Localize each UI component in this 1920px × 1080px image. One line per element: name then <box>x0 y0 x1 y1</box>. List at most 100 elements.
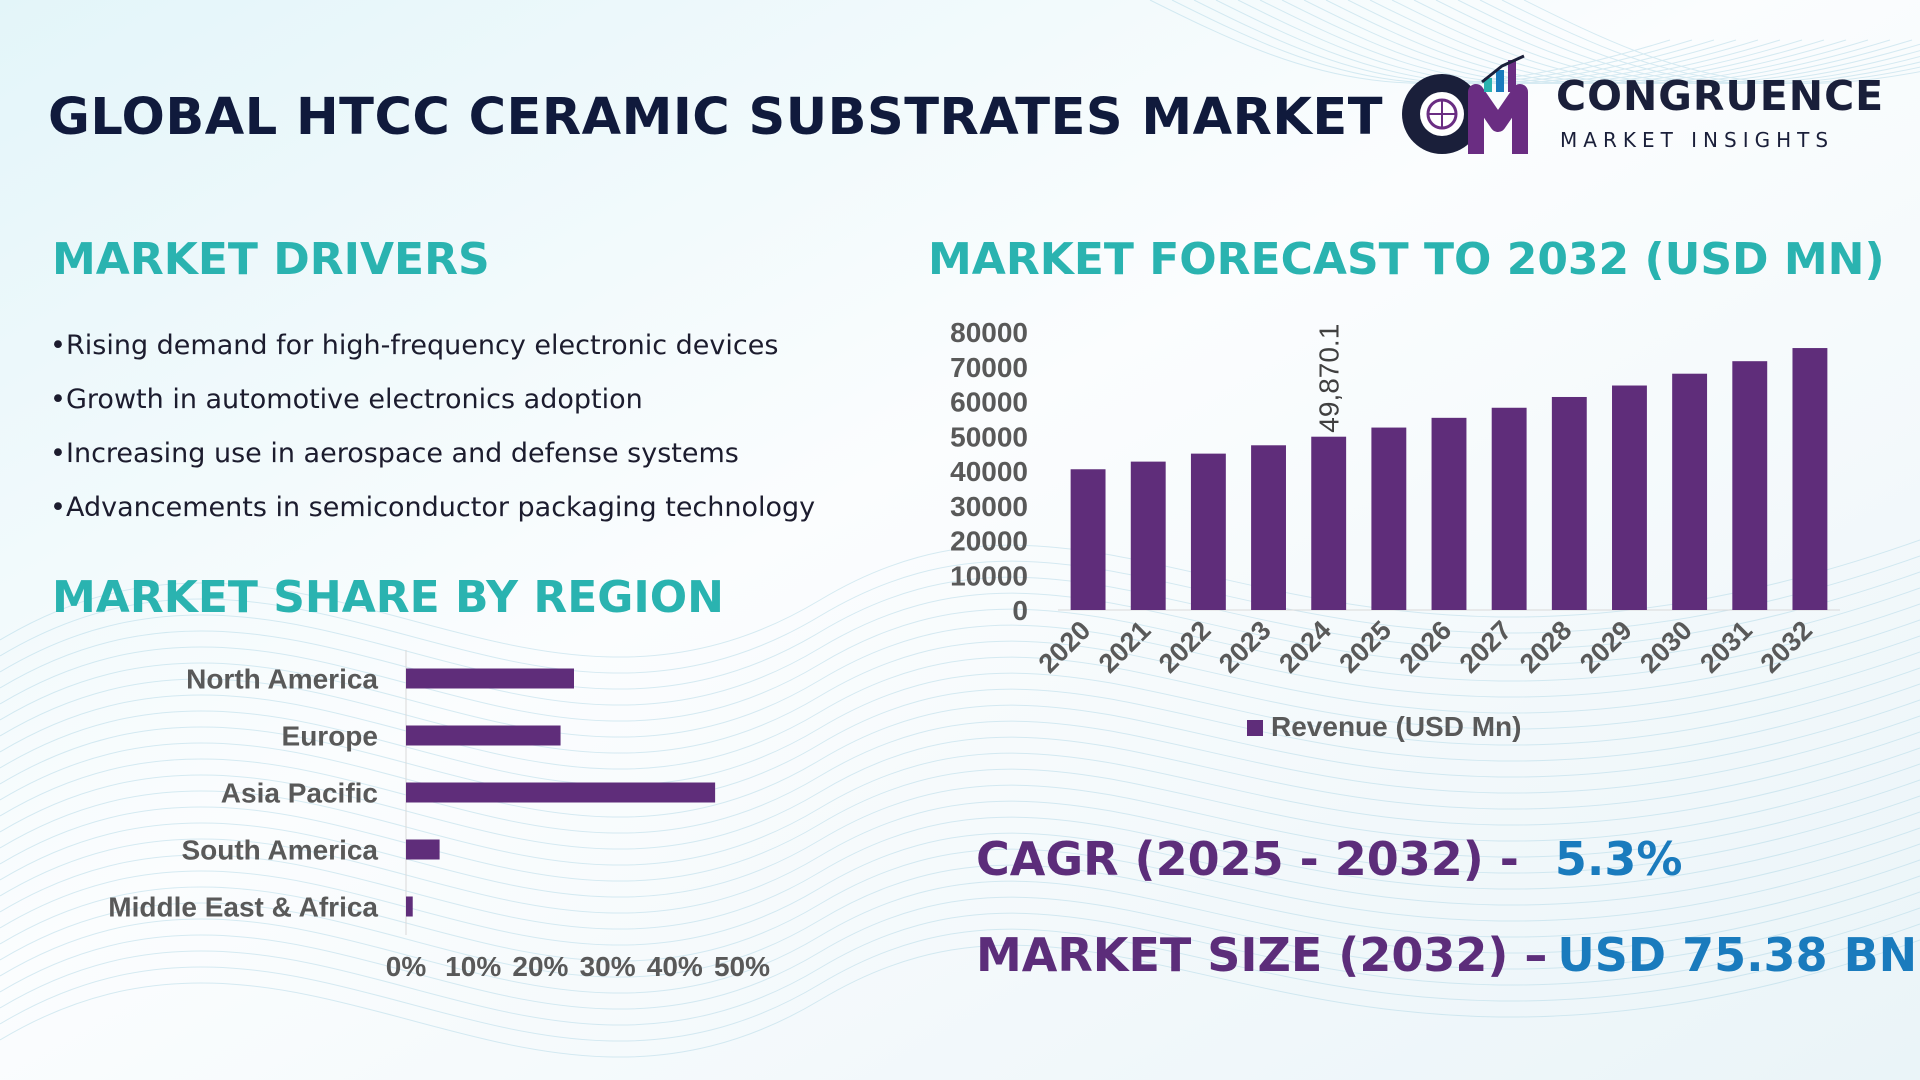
forecast-x-tick-label: 2020 <box>1033 615 1097 679</box>
forecast-y-tick-label: 80000 <box>950 317 1028 348</box>
wave-line <box>1435 0 1920 85</box>
forecast-x-tick-label: 2030 <box>1634 615 1698 679</box>
driver-text: Growth in automotive electronics adoptio… <box>66 384 643 415</box>
region-x-tick-label: 0% <box>386 951 427 982</box>
region-bar <box>406 839 440 860</box>
driver-item: •Advancements in semiconductor packaging… <box>50 488 815 542</box>
wave-line <box>1303 0 1825 85</box>
bullet-marker: • <box>50 330 66 361</box>
wave-line <box>0 875 1920 994</box>
forecast-bar <box>1070 469 1106 610</box>
forecast-bar <box>1732 361 1768 610</box>
wave-line <box>0 779 1920 898</box>
wave-line <box>0 683 1920 802</box>
region-x-tick-label: 10% <box>445 951 501 982</box>
region-bar <box>406 725 561 746</box>
driver-text: Increasing use in aerospace and defense … <box>66 438 739 469</box>
wave-line <box>0 571 1920 690</box>
region-category-label: Asia Pacific <box>221 778 378 809</box>
wave-line <box>1413 0 1920 85</box>
cagr-value: 5.3% <box>1554 832 1683 886</box>
wave-line <box>0 587 1920 706</box>
forecast-bar <box>1792 348 1828 610</box>
market-size-label: MARKET SIZE (2032) – <box>976 928 1548 982</box>
wave-line <box>0 715 1920 834</box>
wave-line <box>0 651 1920 770</box>
forecast-bar <box>1371 427 1407 610</box>
wave-line <box>0 827 1920 946</box>
region-x-tick-label: 20% <box>512 951 568 982</box>
forecast-y-tick-label: 20000 <box>950 526 1028 557</box>
wave-line <box>1193 0 1715 85</box>
region-bar <box>406 668 574 689</box>
wave-line <box>1281 0 1803 85</box>
forecast-x-tick-label: 2031 <box>1694 615 1758 679</box>
wave-line <box>1457 0 1920 85</box>
wave-line <box>0 603 1920 722</box>
wave-line <box>0 843 1920 962</box>
wave-line <box>1391 0 1913 85</box>
forecast-x-tick-label: 2028 <box>1514 615 1578 679</box>
forecast-y-tick-label: 30000 <box>950 491 1028 522</box>
region-category-label: Europe <box>282 721 378 752</box>
page-title: GLOBAL HTCC CERAMIC SUBSTRATES MARKET <box>48 88 1384 147</box>
forecast-x-tick-label: 2032 <box>1754 615 1818 679</box>
wave-line <box>0 731 1920 850</box>
forecast-y-tick-label: 50000 <box>950 421 1028 452</box>
forecast-y-tick-label: 40000 <box>950 456 1028 487</box>
region-share-chart: North America Europe Asia Pacific South Ame… <box>108 650 770 982</box>
forecast-y-tick-label: 10000 <box>950 560 1028 591</box>
bullet-marker: • <box>50 438 66 469</box>
market-size-kpi: MARKET SIZE (2032) – USD 75.38 BN <box>976 928 1917 982</box>
forecast-y-tick-label: 0 <box>1012 595 1028 626</box>
forecast-x-tick-label: 2023 <box>1213 615 1277 679</box>
driver-text: Rising demand for high-frequency electro… <box>66 330 779 361</box>
forecast-x-tick-label: 2029 <box>1574 615 1638 679</box>
forecast-bar <box>1251 445 1286 610</box>
driver-text: Advancements in semiconductor packaging … <box>66 492 816 523</box>
wave-line <box>0 539 1920 658</box>
legend-label: Revenue (USD Mn) <box>1271 711 1521 742</box>
region-category-label: North America <box>186 664 378 695</box>
forecast-x-tick-label: 2027 <box>1454 615 1518 679</box>
wave-line <box>1149 0 1671 85</box>
market-size-value: USD 75.38 BN <box>1557 928 1918 982</box>
wave-line <box>1479 0 1920 85</box>
wave-line <box>0 859 1920 978</box>
wave-line <box>0 667 1920 786</box>
driver-item: •Increasing use in aerospace and defense… <box>50 434 815 488</box>
forecast-bar <box>1612 385 1647 610</box>
bullet-marker: • <box>50 384 66 415</box>
wave-line <box>0 635 1920 754</box>
region-x-tick-label: 30% <box>580 951 636 982</box>
region-heading: MARKET SHARE BY REGION <box>52 572 724 623</box>
logo-brand-name: CONGRUENCE <box>1556 72 1885 120</box>
wave-line <box>1369 0 1891 85</box>
forecast-bar <box>1491 407 1527 610</box>
wave-line <box>1501 0 1920 85</box>
wave-line <box>0 763 1920 882</box>
wave-line <box>0 907 1920 1026</box>
region-bar <box>406 782 716 803</box>
region-category-label: Middle East & Africa <box>108 892 378 923</box>
wave-line <box>0 795 1920 914</box>
wave-line <box>1347 0 1869 85</box>
wave-line <box>0 891 1920 1010</box>
cagr-label: CAGR (2025 - 2032) - <box>976 832 1519 886</box>
forecast-y-tick-label: 60000 <box>950 387 1028 418</box>
drivers-list: •Rising demand for high-frequency electr… <box>50 326 815 542</box>
region-bar <box>406 896 413 917</box>
forecast-heading: MARKET FORECAST TO 2032 (USD MN) <box>928 234 1885 285</box>
forecast-x-tick-label: 2026 <box>1394 615 1458 679</box>
forecast-bar <box>1431 417 1467 610</box>
wave-line <box>1523 0 1920 85</box>
region-x-tick-label: 40% <box>647 951 703 982</box>
drivers-heading: MARKET DRIVERS <box>52 234 490 285</box>
wave-line <box>1325 0 1847 85</box>
wave-line <box>0 923 1920 1042</box>
company-logo: CONGRUENCE MARKET INSIGHTS <box>1398 52 1883 162</box>
wave-line <box>0 699 1920 818</box>
forecast-data-label: 49,870.1 <box>1314 324 1345 433</box>
